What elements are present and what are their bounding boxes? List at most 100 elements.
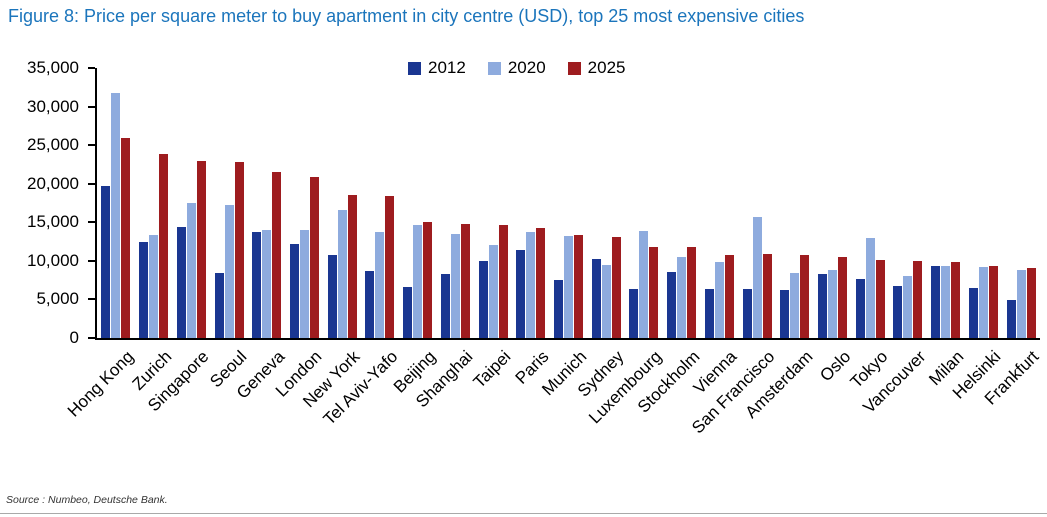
- x-axis-labels: Hong Kong Zurich Singapore Seoul Geneva Londo…: [64, 341, 1043, 476]
- bar-2020: [978, 267, 988, 338]
- y-axis-tick: [88, 67, 95, 69]
- bar-2020: [488, 245, 498, 338]
- bar-2020: [903, 276, 913, 338]
- bar-2025: [234, 162, 244, 338]
- bar-2012: [252, 232, 262, 338]
- bar-2012: [176, 226, 186, 338]
- legend-label: 2025: [587, 58, 626, 77]
- figure-title: Figure 8: Price per square meter to buy …: [8, 6, 805, 26]
- y-axis-tick: [88, 337, 95, 339]
- bar-2012: [968, 287, 978, 338]
- bar-2012: [855, 279, 865, 338]
- bar-2025: [649, 246, 659, 338]
- legend-marker-2025: [567, 61, 581, 75]
- bar-2012: [742, 289, 752, 338]
- bar-2025: [460, 223, 470, 338]
- bar-2012: [893, 285, 903, 338]
- bar-2012: [704, 288, 714, 338]
- bar-2012: [931, 266, 941, 338]
- y-axis-tick: [88, 182, 95, 185]
- y-axis-tick: [88, 221, 95, 224]
- bar-2012: [516, 250, 526, 338]
- bar-2020: [941, 265, 951, 338]
- bar-2025: [536, 228, 546, 338]
- bar-2020: [149, 235, 159, 338]
- y-axis-tick-label: 15,000: [27, 212, 79, 232]
- bar-2020: [601, 264, 611, 338]
- bar-2025: [875, 260, 885, 338]
- bar-2025: [687, 246, 697, 338]
- legend-marker-2012: [408, 61, 421, 75]
- bar-2012: [554, 280, 563, 338]
- bar-2012: [289, 243, 299, 338]
- y-axis-tick: [88, 105, 95, 108]
- bar-2020: [828, 270, 838, 338]
- bar-2012: [327, 255, 337, 338]
- bar-2025: [309, 176, 319, 338]
- bar-2025: [385, 196, 395, 338]
- bar-2025: [724, 254, 734, 338]
- bar-2025: [574, 235, 583, 338]
- bar-2025: [272, 172, 282, 338]
- bar-2025: [951, 261, 961, 338]
- x-axis-category-label: Taipei: [469, 347, 515, 392]
- bar-2020: [714, 262, 724, 338]
- bar-2012: [818, 273, 828, 338]
- bar-2012: [667, 271, 677, 338]
- source-note: Source : Numbeo, Deutsche Bank.: [6, 494, 168, 506]
- bar-2020: [224, 205, 234, 338]
- y-axis-tick-label: 5,000: [36, 289, 79, 309]
- bar-2012: [214, 273, 224, 338]
- bar-2025: [159, 153, 169, 338]
- y-axis-tick-label: 30,000: [27, 96, 79, 116]
- bottom-divider: [0, 513, 1047, 514]
- bar-2025: [762, 253, 772, 338]
- bar-2025: [121, 138, 131, 338]
- bar-2025: [838, 257, 848, 338]
- bar-2012: [440, 273, 450, 338]
- bar-2020: [752, 216, 762, 338]
- bar-2020: [299, 230, 309, 338]
- bar-2020: [1016, 270, 1026, 338]
- y-axis-tick-label: 25,000: [27, 135, 79, 155]
- bar-2025: [423, 221, 433, 338]
- x-axis-category-label: Hong Kong: [63, 347, 138, 421]
- bar-2025: [1026, 267, 1036, 338]
- bar-2020: [375, 232, 385, 338]
- bar-2020: [526, 232, 536, 338]
- bar-2020: [262, 230, 272, 338]
- y-axis-tick-label: 10,000: [27, 250, 79, 270]
- legend-marker-2020: [487, 61, 501, 75]
- bar-2020: [790, 273, 800, 338]
- bar-2012: [365, 270, 375, 338]
- legend-label: 2020: [507, 58, 546, 77]
- legend-item-2012: 2012: [408, 58, 466, 78]
- bar-2020: [337, 209, 347, 338]
- bar-2020: [564, 236, 573, 338]
- legend-item-2025: 2025: [567, 58, 626, 78]
- legend-item-2020: 2020: [487, 58, 546, 78]
- bar-chart-plot-area: [95, 68, 1040, 340]
- y-axis-tick: [88, 144, 95, 147]
- y-axis-tick: [88, 298, 95, 301]
- bar-2020: [450, 233, 460, 338]
- bar-2020: [413, 224, 423, 338]
- bar-2012: [629, 288, 639, 338]
- y-axis-tick-label: 20,000: [27, 173, 79, 193]
- bar-2025: [196, 161, 206, 338]
- y-axis-tick-label: 35,000: [27, 58, 79, 77]
- y-axis-tick-label: 0: [69, 328, 79, 347]
- bar-2012: [780, 290, 790, 338]
- bar-2020: [865, 237, 875, 338]
- bar-2020: [111, 92, 121, 338]
- bar-2020: [186, 203, 196, 338]
- bar-2012: [591, 259, 601, 338]
- bar-2025: [347, 195, 357, 338]
- bar-2012: [1006, 300, 1016, 338]
- bar-2025: [498, 225, 508, 338]
- bar-2012: [478, 260, 488, 338]
- legend-label: 2012: [428, 58, 466, 77]
- chart-legend: 2012 2020 2025: [408, 58, 625, 78]
- bar-2012: [403, 287, 413, 338]
